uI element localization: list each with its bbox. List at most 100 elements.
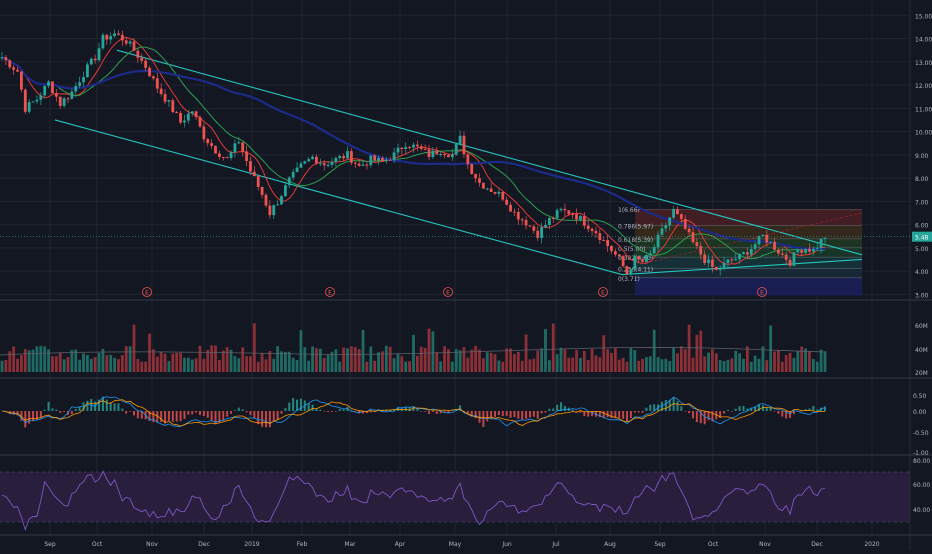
volume-bar — [214, 345, 217, 372]
macd-histogram-bar — [439, 411, 442, 414]
candle-body — [606, 240, 610, 247]
candle-body — [528, 225, 532, 227]
volume-bar — [466, 357, 470, 372]
volume-bar — [629, 348, 633, 372]
volume-bar — [78, 359, 82, 372]
projection-line — [639, 212, 863, 265]
macd-histogram-bar — [676, 401, 679, 411]
volume-bar — [183, 357, 186, 372]
macd-histogram-bar — [125, 411, 128, 414]
candle-body — [586, 225, 590, 229]
volume-bar — [745, 346, 749, 372]
earnings-event-circle — [757, 287, 767, 297]
price-tick-label: 14.00 — [915, 37, 932, 44]
volume-bar — [419, 346, 423, 372]
earnings-event-marker[interactable]: E — [325, 287, 335, 297]
candle-body — [27, 102, 31, 112]
macd-histogram-bar — [528, 411, 531, 418]
volume-bar — [676, 353, 679, 372]
fib-level-label: 0(3.71) — [618, 276, 640, 283]
price-tick-label: 4.00 — [915, 269, 929, 276]
volume-bar — [326, 354, 330, 372]
volume-bar — [280, 351, 283, 372]
macd-histogram-bar — [296, 399, 299, 411]
volume-bar — [777, 349, 780, 372]
volume-bar — [625, 361, 629, 372]
triangle-lower-line — [621, 258, 863, 276]
candle-body — [602, 240, 606, 242]
volume-bar — [4, 360, 8, 372]
volume-bar — [159, 351, 163, 372]
candle-body — [163, 94, 167, 102]
macd-histogram-bar — [288, 402, 291, 411]
candle-body — [245, 151, 248, 162]
volume-bar — [497, 360, 501, 372]
rsi-tick-label: 80.00 — [913, 458, 930, 465]
volume-bar — [384, 345, 388, 372]
volume-bar — [621, 357, 625, 372]
volume-bar — [373, 360, 377, 372]
volume-bar — [734, 350, 738, 372]
candle-body — [54, 93, 58, 97]
rsi-band — [0, 471, 910, 523]
earnings-event-marker[interactable]: E — [598, 287, 608, 297]
candle-body — [745, 252, 749, 255]
volume-bar — [602, 335, 606, 372]
candle-body — [730, 259, 734, 261]
macd-histogram-bar — [660, 401, 663, 411]
macd-histogram-bar — [610, 411, 613, 418]
volume-bar — [392, 358, 396, 372]
candle-body — [823, 237, 827, 239]
candle-body — [400, 147, 404, 149]
earnings-event-marker[interactable]: E — [757, 287, 767, 297]
macd-histogram-bar — [129, 411, 132, 412]
candle-body — [590, 228, 594, 232]
time-tick-label: Nov — [146, 541, 158, 548]
candle-body — [295, 167, 299, 172]
macd-histogram-bar — [393, 410, 396, 411]
fib-level-label: 0.236(4.11) — [618, 267, 653, 274]
volume-bar — [148, 333, 151, 372]
volume-bar — [652, 329, 656, 372]
macd-histogram-bar — [548, 408, 551, 411]
volume-bar — [365, 361, 369, 372]
candle-body — [210, 143, 214, 146]
macd-histogram-bar — [680, 406, 683, 411]
macd-histogram-bar — [373, 410, 376, 411]
candle-body — [458, 135, 462, 144]
volume-bar — [16, 358, 19, 372]
candle-body — [51, 81, 54, 94]
volume-bar — [668, 360, 672, 372]
time-tick-label: 2020 — [864, 541, 879, 548]
time-tick-label: Oct — [92, 541, 103, 548]
volume-bar — [443, 346, 446, 372]
macd-histogram-bar — [517, 411, 520, 419]
volume-bar — [221, 350, 225, 372]
macd-histogram-bar — [820, 407, 823, 411]
earnings-event-label: E — [601, 290, 605, 297]
macd-histogram-bar — [86, 400, 89, 411]
volume-bar — [458, 350, 462, 372]
volume-bar — [815, 361, 819, 372]
candle-body — [202, 126, 206, 140]
volume-bar — [105, 355, 109, 372]
earnings-event-marker[interactable]: E — [142, 287, 152, 297]
candle-body — [513, 211, 516, 213]
volume-bar — [563, 349, 567, 372]
candle-body — [555, 210, 559, 219]
macd-histogram-bar — [408, 407, 411, 411]
candle-body — [280, 196, 283, 205]
candle-body — [93, 58, 97, 61]
macd-histogram-bar — [478, 411, 481, 423]
candle-body — [652, 247, 656, 254]
candle-body — [815, 247, 819, 249]
earnings-event-marker[interactable]: E — [443, 287, 453, 297]
volume-bar — [753, 355, 757, 372]
earnings-event-label: E — [760, 290, 764, 297]
macd-histogram-bar — [43, 409, 46, 411]
candle-body — [167, 100, 171, 102]
candle-body — [217, 153, 221, 157]
